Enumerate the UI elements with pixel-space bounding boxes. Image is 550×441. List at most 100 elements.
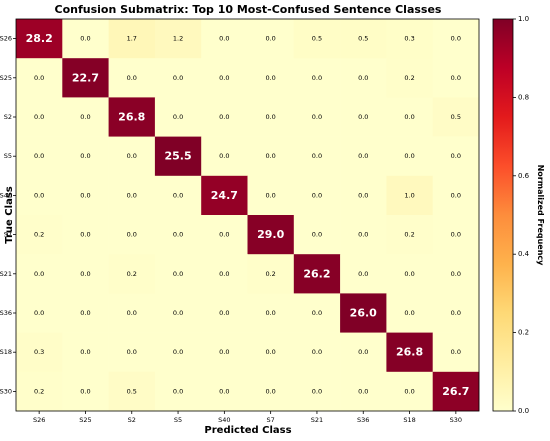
colorbar-label: Normalized Frequency — [536, 165, 545, 267]
heatmap-cell — [154, 97, 202, 137]
cell-label: 0.0 — [127, 191, 137, 199]
heatmap-cell — [386, 175, 433, 216]
heatmap-cell — [247, 254, 295, 294]
cell-label: 1.2 — [173, 35, 183, 43]
heatmap-cell — [108, 293, 156, 333]
heatmap-cell — [201, 254, 248, 294]
y-tick-label: S25 — [0, 74, 12, 82]
heatmap-cell — [386, 215, 433, 255]
heatmap-cell — [340, 293, 387, 333]
cell-label: 0.0 — [451, 270, 461, 278]
heatmap-cell — [62, 215, 109, 255]
y-tick-label: S30 — [0, 387, 12, 395]
chart-title: Confusion Submatrix: Top 10 Most-Confuse… — [55, 3, 442, 16]
cell-label: 0.0 — [80, 348, 90, 356]
cell-label: 0.0 — [265, 348, 275, 356]
cell-label: 0.0 — [312, 387, 322, 395]
heatmap-cell — [154, 293, 202, 333]
x-tick-label: S30 — [450, 416, 462, 424]
cell-label: 0.2 — [34, 387, 44, 395]
y-tick-label: S21 — [0, 270, 12, 278]
heatmap-cell — [62, 371, 109, 412]
cell-label: 0.0 — [265, 113, 275, 121]
heatmap-cell — [293, 58, 341, 98]
cell-label: 0.0 — [127, 231, 137, 239]
cell-label: 26.8 — [396, 346, 423, 359]
cell-label: 0.0 — [127, 309, 137, 317]
heatmap-cell — [62, 19, 109, 59]
heatmap-cell — [201, 97, 248, 137]
cell-label: 0.0 — [80, 113, 90, 121]
heatmap-cell — [386, 58, 433, 98]
cell-label: 0.0 — [219, 348, 229, 356]
cell-label: 0.2 — [404, 231, 414, 239]
heatmap-cell — [16, 254, 63, 294]
heatmap-cell — [432, 254, 480, 294]
cell-label: 0.0 — [34, 113, 44, 121]
heatmap-cell — [201, 293, 248, 333]
cell-label: 0.0 — [173, 74, 183, 82]
heatmap-cell — [340, 332, 387, 373]
cell-label: 0.0 — [34, 152, 44, 160]
cell-label: 0.0 — [34, 191, 44, 199]
cell-label: 0.5 — [451, 113, 461, 121]
heatmap-cell — [386, 371, 433, 412]
cell-label: 0.0 — [265, 35, 275, 43]
cell-label: 1.0 — [404, 191, 414, 199]
heatmap-cell — [16, 58, 63, 98]
heatmap-cell — [340, 175, 387, 216]
heatmap-cell — [108, 136, 156, 177]
heatmap-cell — [16, 371, 63, 412]
cell-label: 0.0 — [265, 74, 275, 82]
cell-label: 0.0 — [127, 152, 137, 160]
cell-label: 0.0 — [34, 74, 44, 82]
heatmap-cell — [247, 19, 295, 59]
heatmap-cell — [108, 215, 156, 255]
colorbar-tick-label: 0.8 — [518, 93, 529, 101]
x-tick-label: S26 — [33, 416, 45, 424]
cell-label: 0.0 — [80, 309, 90, 317]
x-tick-label: S25 — [79, 416, 91, 424]
heatmap-cell — [16, 332, 63, 373]
heatmap-cell — [432, 58, 480, 98]
cell-label: 0.0 — [312, 74, 322, 82]
cell-label: 0.0 — [312, 113, 322, 121]
heatmap-cell — [16, 215, 63, 255]
cell-label: 0.5 — [358, 35, 368, 43]
heatmap-cell — [154, 215, 202, 255]
cell-label: 26.2 — [303, 267, 330, 280]
colorbar-tick-label: 0.4 — [518, 250, 530, 258]
heatmap-cell — [340, 215, 387, 255]
cell-label: 26.7 — [442, 385, 469, 398]
heatmap-cell — [16, 97, 63, 137]
heatmap-cell — [293, 293, 341, 333]
heatmap-cell — [62, 58, 109, 98]
colorbar-tick-label: 0.2 — [518, 329, 529, 337]
heatmap-cell — [432, 97, 480, 137]
y-axis-label: True Class — [4, 186, 15, 244]
heatmap-cell — [201, 58, 248, 98]
heatmap-cell — [108, 332, 156, 373]
cell-label: 0.5 — [127, 387, 137, 395]
cell-label: 22.7 — [72, 71, 99, 84]
cell-label: 0.0 — [451, 231, 461, 239]
heatmap-cell — [16, 293, 63, 333]
heatmap-cell — [293, 215, 341, 255]
y-tick-label: S40 — [0, 191, 12, 199]
plot-frame — [15, 18, 480, 412]
cell-label: 25.5 — [164, 150, 191, 163]
x-tick-label: S21 — [311, 416, 323, 424]
heatmap-cell — [293, 254, 341, 294]
heatmap-cell — [386, 293, 433, 333]
heatmap-cell — [62, 254, 109, 294]
x-tick-label: S7 — [267, 416, 275, 424]
x-tick-label: S40 — [218, 416, 230, 424]
heatmap-cell — [154, 254, 202, 294]
cell-label: 0.0 — [34, 309, 44, 317]
heatmap-cell — [16, 136, 63, 177]
heatmap-cell — [293, 332, 341, 373]
cell-label: 0.0 — [312, 309, 322, 317]
heatmap-cell — [201, 371, 248, 412]
cell-label: 24.7 — [211, 189, 238, 202]
